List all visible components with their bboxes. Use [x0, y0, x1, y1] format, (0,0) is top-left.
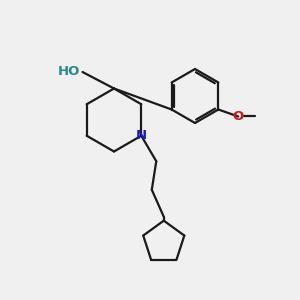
Text: HO: HO — [58, 65, 80, 78]
Text: N: N — [136, 129, 147, 142]
Text: O: O — [232, 110, 244, 123]
